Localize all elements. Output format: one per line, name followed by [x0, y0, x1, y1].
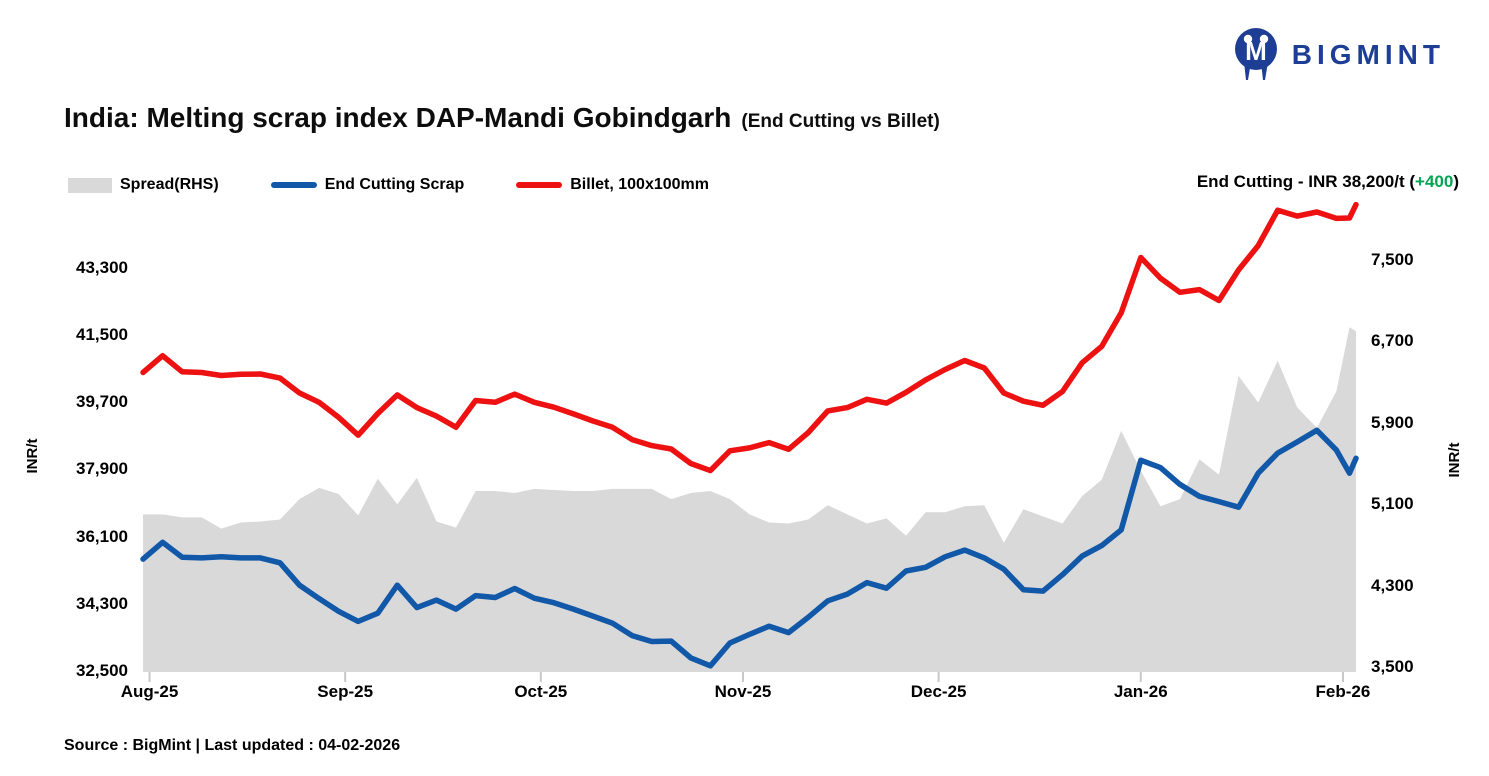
- annotation-prefix: End Cutting - INR 38,200/t (: [1196, 172, 1416, 191]
- legend-item-billet: Billet, 100x100mm: [516, 176, 709, 194]
- bigmint-logo-icon: M: [1230, 26, 1282, 84]
- x-axis-month-label: Nov-25: [714, 682, 772, 701]
- x-axis-month-label: Feb-26: [1315, 682, 1371, 701]
- left-axis-tick-label: 39,700: [76, 392, 128, 412]
- left-axis-tick-label: 32,500: [76, 661, 128, 680]
- chart-title-main: India: Melting scrap index DAP-Mandi Gob…: [64, 102, 732, 133]
- right-axis-tick-label: 4,300: [1371, 575, 1414, 595]
- spread-area-series: [143, 327, 1356, 672]
- bigmint-logo-text: BIGMINT: [1291, 39, 1445, 70]
- x-axis-month-label: Jan-26: [1113, 682, 1168, 701]
- source-footer: Source : BigMint | Last updated : 04-02-…: [64, 737, 401, 754]
- spread-area-swatch: [68, 177, 112, 193]
- left-axis-tick-label: 34,300: [76, 593, 128, 613]
- right-axis-tick-label: 5,100: [1371, 494, 1414, 514]
- left-axis-tick-label: 41,500: [76, 325, 128, 345]
- x-axis-month-label: Aug-25: [120, 682, 179, 701]
- left-axis-tick-label: 43,300: [76, 257, 128, 277]
- legend-label-billet: Billet, 100x100mm: [570, 176, 709, 193]
- billet-line-swatch: [516, 182, 563, 188]
- left-axis-tick-label: 37,900: [76, 459, 128, 479]
- legend-label-end-cutting: End Cutting Scrap: [324, 176, 465, 193]
- billet-line-series: [140, 201, 1359, 474]
- x-axis-month-label: Oct-25: [514, 682, 568, 701]
- svg-text:M: M: [1245, 36, 1267, 66]
- legend-label-spread: Spread(RHS): [120, 176, 219, 193]
- annotation-change-value: +400: [1415, 172, 1454, 191]
- end-cutting-line-swatch: [270, 182, 317, 188]
- x-axis-month-label: Sep-25: [317, 682, 374, 701]
- annotation-suffix: ): [1453, 172, 1459, 191]
- left-axis-tick-label: 36,100: [76, 526, 128, 546]
- right-axis-title: INR/t: [1445, 442, 1463, 478]
- chart-title: India: Melting scrap index DAP-Mandi Gob…: [64, 102, 940, 134]
- latest-value-annotation: End Cutting - INR 38,200/t (+400): [1197, 172, 1459, 192]
- right-axis-tick-label: 7,500: [1371, 250, 1414, 269]
- chart-title-sub: (End Cutting vs Billet): [741, 111, 940, 132]
- legend-item-end-cutting: End Cutting Scrap: [270, 176, 465, 194]
- bigmint-logo: M BIGMINT: [1230, 26, 1445, 84]
- right-axis-tick-label: 3,500: [1371, 657, 1414, 676]
- x-axis-month-label: Dec-25: [910, 682, 967, 701]
- end-cutting-line-series: [140, 427, 1359, 669]
- legend-item-spread: Spread(RHS): [68, 176, 219, 194]
- right-axis-tick-label: 5,900: [1371, 412, 1414, 432]
- right-axis-tick-label: 6,700: [1371, 331, 1414, 351]
- chart-plot-area: [140, 201, 1359, 682]
- chart-legend: Spread(RHS) End Cutting Scrap Billet, 10…: [68, 176, 709, 194]
